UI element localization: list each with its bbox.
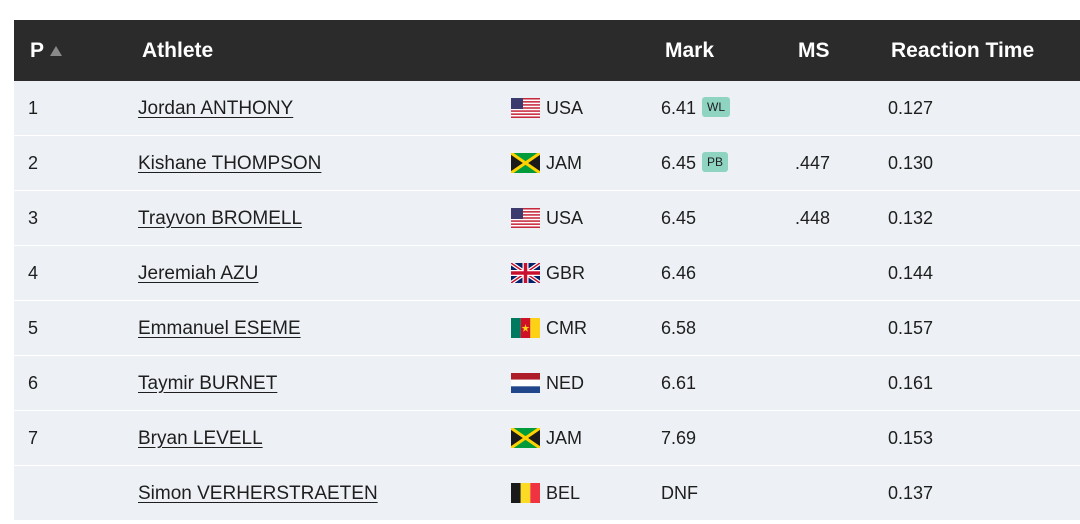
column-header-athlete[interactable]: Athlete bbox=[142, 39, 214, 62]
netherlands-flag-icon bbox=[511, 373, 540, 393]
table-row: 2 Kishane THOMPSON JAM 6.45 PB .447 0.130 bbox=[14, 136, 1080, 191]
country-code: GBR bbox=[546, 263, 586, 283]
column-header-ms[interactable]: MS bbox=[798, 39, 830, 62]
mark-cell: 6.45 bbox=[661, 191, 696, 245]
table-row: 1 Jordan ANTHONY USA 6.41 WL 0.127 bbox=[14, 81, 1080, 136]
athlete-name-link[interactable]: Jeremiah AZU bbox=[138, 263, 259, 284]
record-badge: WL bbox=[702, 97, 731, 117]
athlete-cell: Jeremiah AZU bbox=[138, 246, 258, 300]
reaction-time-cell: 0.132 bbox=[888, 208, 934, 228]
table-row: 7 Bryan LEVELL JAM 7.69 0.153 bbox=[14, 411, 1080, 466]
country-code: CMR bbox=[546, 318, 587, 338]
mark-value: 6.45 bbox=[661, 208, 697, 228]
usa-flag-icon bbox=[511, 98, 540, 118]
country-code: BEL bbox=[546, 483, 581, 503]
mark-value: 6.46 bbox=[661, 263, 697, 283]
athlete-cell: Bryan LEVELL bbox=[138, 411, 263, 465]
athlete-cell: Trayvon BROMELL bbox=[138, 191, 302, 245]
table-header: P Athlete Mark MS Reaction Time bbox=[14, 20, 1080, 81]
position-cell: 5 bbox=[28, 318, 39, 338]
mark-cell: 6.61 bbox=[661, 356, 696, 410]
reaction-time-cell: 0.130 bbox=[888, 153, 934, 173]
country-code: JAM bbox=[546, 153, 582, 173]
athlete-cell: Kishane THOMPSON bbox=[138, 136, 321, 190]
reaction-time-cell: 0.161 bbox=[888, 373, 934, 393]
position-header-label: P bbox=[30, 39, 45, 62]
mark-value: 7.69 bbox=[661, 428, 697, 448]
sort-ascending-icon[interactable] bbox=[50, 46, 63, 56]
cameroon-flag-icon bbox=[511, 318, 540, 338]
ms-cell: .448 bbox=[795, 208, 831, 228]
table-row: Simon VERHERSTRAETEN BEL DNF 0.137 bbox=[14, 466, 1080, 521]
country-code: USA bbox=[546, 208, 584, 228]
mark-cell: 6.41 WL bbox=[661, 81, 731, 135]
position-cell: 2 bbox=[28, 153, 39, 173]
mark-cell: 6.46 bbox=[661, 246, 696, 300]
country-code: USA bbox=[546, 98, 584, 118]
athlete-name-link[interactable]: Bryan LEVELL bbox=[138, 428, 263, 449]
reaction-time-cell: 0.144 bbox=[888, 263, 934, 283]
table-row: 5 Emmanuel ESEME CMR 6.58 0.157 bbox=[14, 301, 1080, 356]
uk-flag-icon bbox=[511, 263, 540, 283]
position-cell: 1 bbox=[28, 98, 39, 118]
mark-cell: 6.45 PB bbox=[661, 136, 729, 190]
mark-value: 6.61 bbox=[661, 373, 697, 393]
usa-flag-icon bbox=[511, 208, 540, 228]
belgium-flag-icon bbox=[511, 483, 540, 503]
table-row: 4 Jeremiah AZU GBR 6.46 0.144 bbox=[14, 246, 1080, 301]
jamaica-flag-icon bbox=[511, 153, 540, 173]
reaction-time-cell: 0.137 bbox=[888, 483, 934, 503]
column-header-position[interactable]: P bbox=[30, 20, 63, 81]
mark-cell: DNF bbox=[661, 466, 698, 520]
athlete-cell: Simon VERHERSTRAETEN bbox=[138, 466, 378, 520]
mark-value: 6.41 bbox=[661, 98, 697, 118]
athlete-cell: Taymir BURNET bbox=[138, 356, 277, 410]
ms-cell: .447 bbox=[795, 153, 831, 173]
column-header-mark[interactable]: Mark bbox=[665, 39, 715, 62]
mark-value: DNF bbox=[661, 483, 698, 503]
athlete-name-link[interactable]: Jordan ANTHONY bbox=[138, 98, 294, 119]
country-code: JAM bbox=[546, 428, 582, 448]
athlete-name-link[interactable]: Emmanuel ESEME bbox=[138, 318, 301, 339]
table-row: 6 Taymir BURNET NED 6.61 0.161 bbox=[14, 356, 1080, 411]
mark-cell: 7.69 bbox=[661, 411, 696, 465]
position-cell: 3 bbox=[28, 208, 39, 228]
position-cell: 6 bbox=[28, 373, 39, 393]
results-table: P Athlete Mark MS Reaction Time 1 Jordan … bbox=[14, 20, 1080, 521]
mark-value: 6.45 bbox=[661, 153, 697, 173]
position-cell: 7 bbox=[28, 428, 39, 448]
position-cell: 4 bbox=[28, 263, 39, 283]
table-body: 1 Jordan ANTHONY USA 6.41 WL 0.127 2 Kishane TH… bbox=[14, 81, 1080, 521]
mark-value: 6.58 bbox=[661, 318, 697, 338]
athlete-name-link[interactable]: Kishane THOMPSON bbox=[138, 153, 322, 174]
jamaica-flag-icon bbox=[511, 428, 540, 448]
reaction-time-cell: 0.153 bbox=[888, 428, 934, 448]
column-header-reaction-time[interactable]: Reaction Time bbox=[891, 39, 1035, 62]
table-row: 3 Trayvon BROMELL USA 6.45 .448 0.132 bbox=[14, 191, 1080, 246]
athlete-cell: Emmanuel ESEME bbox=[138, 301, 301, 355]
athlete-name-link[interactable]: Trayvon BROMELL bbox=[138, 208, 303, 229]
athlete-name-link[interactable]: Taymir BURNET bbox=[138, 373, 278, 394]
country-code: NED bbox=[546, 373, 585, 393]
athlete-cell: Jordan ANTHONY bbox=[138, 81, 293, 135]
record-badge: PB bbox=[702, 152, 729, 172]
mark-cell: 6.58 bbox=[661, 301, 696, 355]
reaction-time-cell: 0.157 bbox=[888, 318, 934, 338]
reaction-time-cell: 0.127 bbox=[888, 98, 934, 118]
athlete-name-link[interactable]: Simon VERHERSTRAETEN bbox=[138, 483, 378, 504]
